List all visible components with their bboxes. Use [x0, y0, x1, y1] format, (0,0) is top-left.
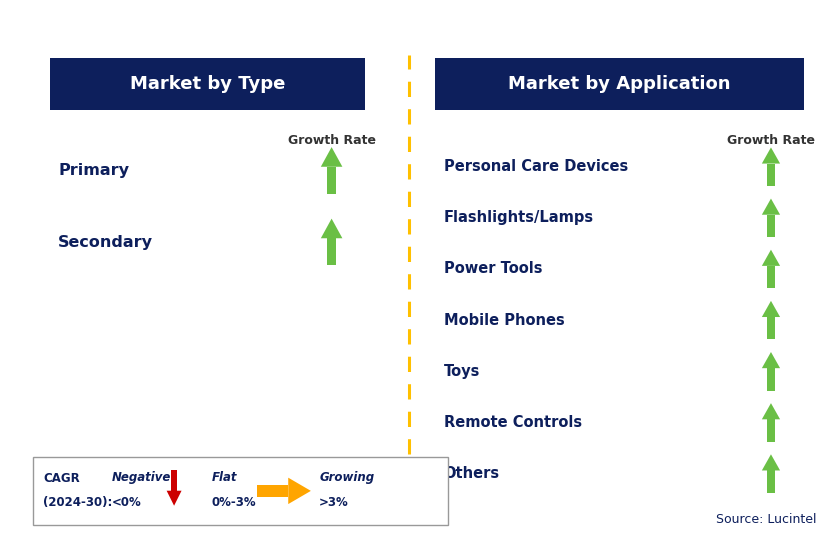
Polygon shape	[166, 491, 181, 506]
Text: Growth Rate: Growth Rate	[287, 134, 375, 147]
Polygon shape	[761, 352, 779, 368]
Polygon shape	[171, 470, 177, 491]
Text: Secondary: Secondary	[58, 234, 153, 250]
FancyBboxPatch shape	[33, 456, 447, 525]
Text: Market by Application: Market by Application	[508, 75, 730, 93]
Text: CAGR: CAGR	[43, 472, 79, 485]
Polygon shape	[288, 477, 310, 504]
Text: Growth Rate: Growth Rate	[726, 134, 814, 147]
Text: Primary: Primary	[58, 163, 129, 178]
FancyBboxPatch shape	[50, 58, 364, 110]
Text: Power Tools: Power Tools	[443, 261, 542, 277]
Text: >3%: >3%	[319, 497, 349, 509]
Text: Toys: Toys	[443, 364, 479, 379]
Polygon shape	[373, 472, 388, 487]
Polygon shape	[320, 219, 342, 238]
Polygon shape	[766, 214, 774, 237]
Text: Remote Controls: Remote Controls	[443, 415, 581, 430]
Polygon shape	[326, 167, 336, 194]
Text: Negative: Negative	[112, 471, 171, 483]
Polygon shape	[766, 419, 774, 442]
Polygon shape	[761, 301, 779, 317]
Text: Flat: Flat	[211, 471, 237, 483]
Polygon shape	[766, 317, 774, 339]
Text: Market by Type: Market by Type	[129, 75, 285, 93]
Text: Mobile Phones: Mobile Phones	[443, 312, 564, 328]
Polygon shape	[761, 403, 779, 419]
Polygon shape	[761, 147, 779, 163]
Polygon shape	[257, 485, 288, 497]
Polygon shape	[761, 250, 779, 266]
Polygon shape	[761, 199, 779, 214]
Polygon shape	[766, 368, 774, 390]
Polygon shape	[766, 163, 774, 186]
Text: Personal Care Devices: Personal Care Devices	[443, 159, 627, 174]
Polygon shape	[761, 454, 779, 470]
Text: (2024-30):: (2024-30):	[43, 497, 113, 509]
Polygon shape	[766, 266, 774, 288]
Text: 0%-3%: 0%-3%	[211, 497, 256, 509]
Polygon shape	[766, 470, 774, 493]
FancyBboxPatch shape	[435, 58, 803, 110]
Text: Flashlights/Lamps: Flashlights/Lamps	[443, 210, 593, 225]
Polygon shape	[378, 487, 384, 507]
Polygon shape	[326, 238, 336, 266]
Polygon shape	[320, 147, 342, 167]
Text: Source: Lucintel: Source: Lucintel	[715, 513, 816, 526]
Text: Others: Others	[443, 466, 499, 481]
Text: <0%: <0%	[112, 497, 142, 509]
Text: Growing: Growing	[319, 471, 373, 483]
